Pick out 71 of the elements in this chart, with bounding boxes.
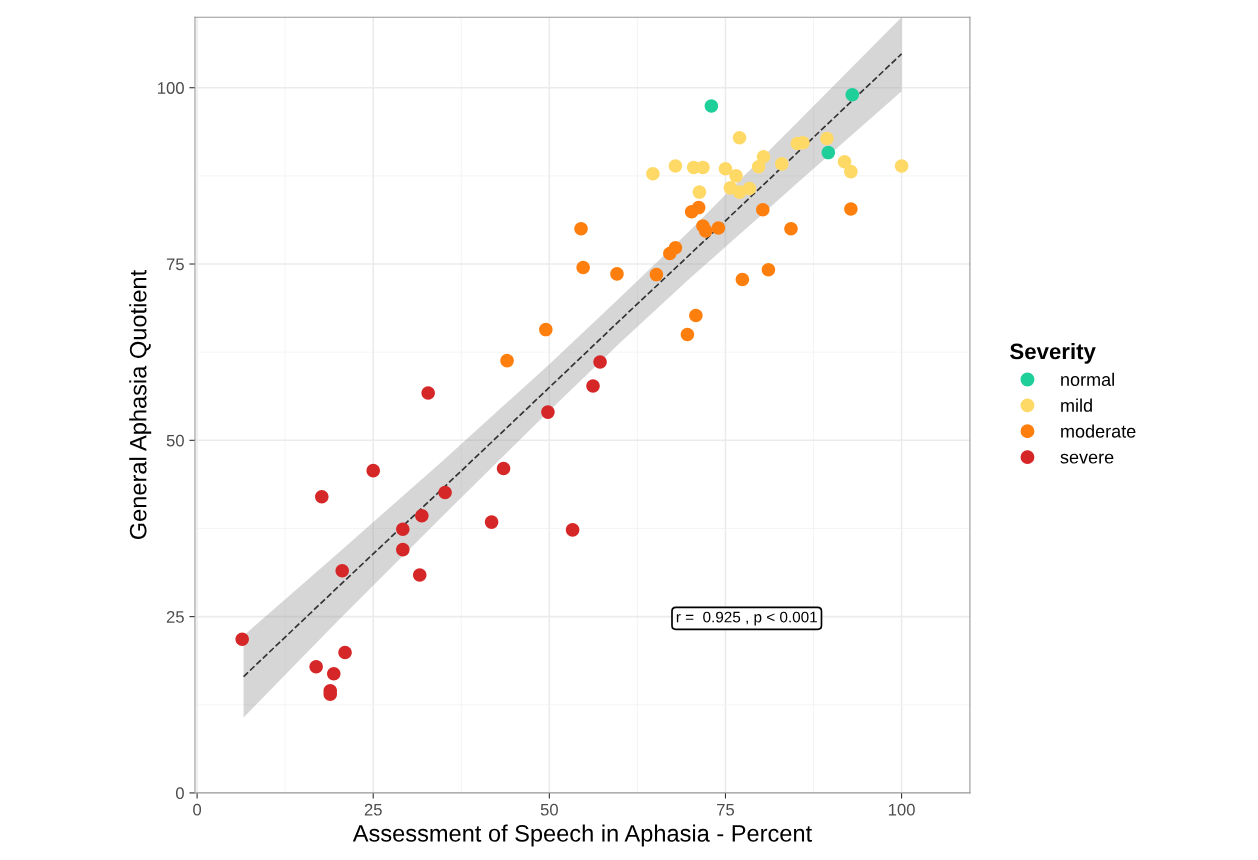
legend-title: Severity — [1010, 342, 1096, 364]
point — [698, 224, 713, 238]
point — [761, 262, 776, 277]
x-tick-label: 100 — [888, 803, 915, 816]
point — [412, 568, 427, 582]
point — [775, 157, 789, 171]
point — [691, 200, 706, 215]
legend-label: moderate — [1061, 424, 1136, 438]
point — [845, 88, 860, 102]
point — [335, 564, 349, 578]
y-tick-label: 50 — [166, 434, 184, 447]
point — [696, 160, 710, 175]
point — [704, 99, 719, 113]
point — [649, 267, 664, 282]
point — [756, 202, 770, 217]
point — [496, 461, 511, 476]
point — [729, 169, 743, 183]
point — [421, 386, 435, 400]
point — [732, 131, 747, 145]
x-tick-label: 75 — [717, 803, 735, 816]
y-tick-label: 100 — [158, 82, 184, 94]
point — [711, 221, 726, 235]
point — [894, 159, 909, 173]
x-tick-label: 0 — [193, 803, 202, 816]
point — [680, 327, 695, 342]
point — [784, 221, 798, 236]
y-tick-label: 25 — [166, 611, 184, 623]
point — [689, 308, 703, 323]
point — [366, 463, 380, 478]
point — [821, 145, 836, 160]
point — [500, 353, 514, 368]
y-tick-label: 0 — [175, 787, 184, 800]
point — [586, 379, 600, 393]
point — [327, 666, 341, 681]
point — [820, 131, 834, 146]
point — [668, 159, 683, 173]
point — [235, 632, 249, 646]
x-tick-label: 25 — [364, 803, 382, 816]
point — [309, 659, 323, 674]
point — [576, 260, 590, 275]
point — [541, 405, 555, 419]
point — [844, 164, 858, 179]
point — [415, 509, 429, 523]
point — [574, 221, 588, 236]
point — [396, 522, 410, 536]
point — [539, 322, 553, 337]
point — [668, 241, 683, 255]
point — [484, 515, 499, 529]
point — [338, 645, 352, 660]
point — [742, 181, 757, 196]
legend-label: mild — [1061, 398, 1092, 412]
point — [844, 202, 858, 216]
point — [751, 159, 766, 174]
point — [646, 166, 660, 181]
point — [837, 155, 852, 169]
point — [718, 162, 733, 176]
point — [315, 489, 329, 504]
point — [735, 272, 750, 287]
point — [610, 267, 624, 281]
point — [438, 485, 452, 500]
point — [396, 542, 410, 557]
x-axis-title: Assessment of Speech in Aphasia - Percent — [352, 824, 812, 847]
y-axis-title: General Aphasia Quotient — [129, 270, 152, 540]
legend-label: severe — [1060, 453, 1114, 464]
y-tick-label: 75 — [166, 258, 184, 271]
legend-label: normal — [1061, 372, 1114, 386]
point — [692, 185, 707, 199]
point — [565, 523, 580, 537]
point — [593, 355, 607, 369]
annotation: r = 0.925 , p < 0.001 — [676, 611, 817, 626]
x-tick-label: 50 — [540, 803, 558, 816]
